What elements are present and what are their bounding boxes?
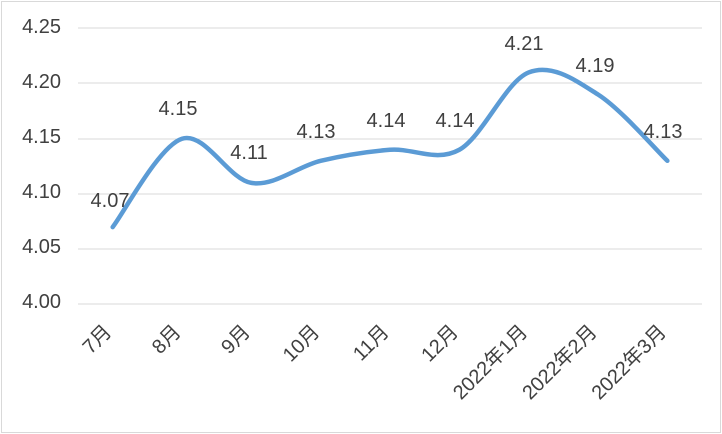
svg-text:8月: 8月 — [148, 321, 186, 359]
svg-text:2022年2月: 2022年2月 — [518, 320, 602, 404]
svg-text:4.15: 4.15 — [22, 126, 61, 148]
svg-text:4.11: 4.11 — [230, 142, 267, 164]
svg-text:4.14: 4.14 — [436, 110, 475, 132]
svg-text:10月: 10月 — [279, 321, 324, 366]
svg-text:4.10: 4.10 — [22, 181, 61, 203]
svg-text:4.21: 4.21 — [505, 33, 544, 55]
svg-text:4.07: 4.07 — [91, 190, 130, 212]
svg-text:4.14: 4.14 — [367, 110, 406, 132]
svg-text:9月: 9月 — [217, 321, 255, 359]
svg-text:7月: 7月 — [79, 321, 117, 359]
svg-text:4.20: 4.20 — [22, 71, 61, 93]
svg-text:4.19: 4.19 — [576, 55, 615, 77]
svg-text:12月: 12月 — [417, 321, 462, 366]
svg-text:2022年3月: 2022年3月 — [587, 320, 671, 404]
svg-text:2022年1月: 2022年1月 — [448, 320, 532, 404]
svg-text:11月: 11月 — [349, 321, 393, 365]
svg-text:4.13: 4.13 — [297, 121, 336, 143]
svg-text:4.15: 4.15 — [159, 98, 198, 120]
svg-text:4.25: 4.25 — [22, 16, 61, 38]
svg-text:4.13: 4.13 — [644, 121, 683, 143]
svg-text:4.00: 4.00 — [22, 291, 61, 313]
svg-text:4.05: 4.05 — [22, 236, 61, 258]
